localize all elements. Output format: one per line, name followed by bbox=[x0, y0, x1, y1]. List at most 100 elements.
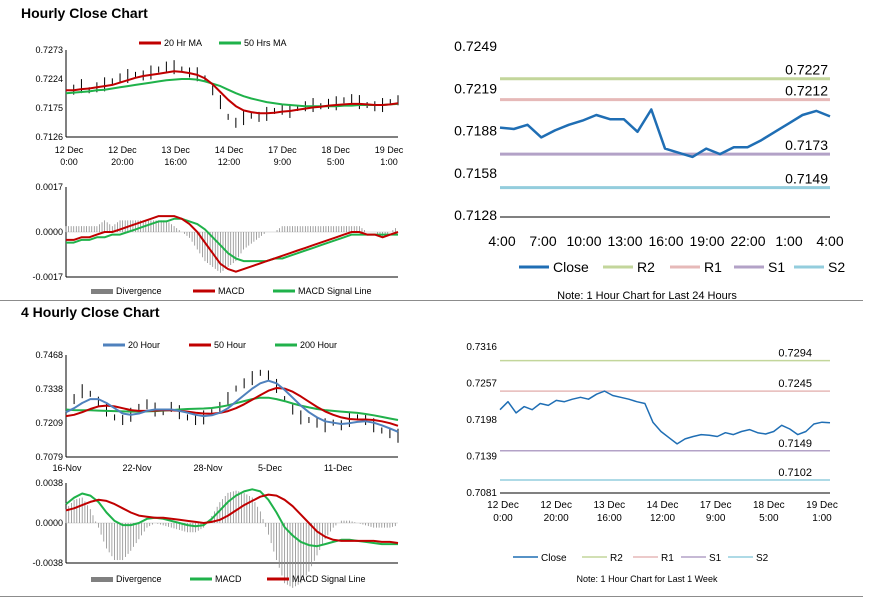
hourly-legend-divergence-label: Divergence bbox=[116, 286, 162, 296]
hourly-macd-line bbox=[66, 215, 399, 273]
four-price-xtick: 22-Nov bbox=[122, 463, 152, 473]
four-macd-ytick: -0.0038 bbox=[32, 558, 63, 568]
four-price-ytick: 0.7338 bbox=[35, 384, 63, 394]
four-legend-divergence-swatch bbox=[91, 577, 113, 582]
four-price-ytick: 0.7468 bbox=[35, 350, 63, 360]
hourly-price-xtick-time: 0:00 bbox=[60, 157, 78, 167]
hourly24-legend-label: R1 bbox=[704, 259, 722, 275]
week-legend-label: R1 bbox=[661, 553, 674, 564]
four-macd-ytick: 0.0000 bbox=[35, 518, 63, 528]
hourly24-xtick: 22:00 bbox=[730, 233, 765, 249]
week-xtick-date: 13 Dec bbox=[593, 500, 625, 511]
hourly24-price-ytick: 0.7128 bbox=[454, 207, 497, 223]
week-level-label: 0.7102 bbox=[778, 467, 812, 479]
hourly24-xtick: 4:00 bbox=[488, 233, 515, 249]
week-xtick-time: 1:00 bbox=[812, 513, 832, 524]
hourly-signal-line bbox=[66, 217, 398, 263]
four-macd-line bbox=[65, 488, 398, 548]
week-legend-label: S1 bbox=[709, 553, 722, 564]
hourly24-price-ytick: 0.7219 bbox=[454, 80, 497, 96]
hourly-price-xtick-date: 17 Dec bbox=[268, 145, 297, 155]
hourly-price-xtick-time: 20:00 bbox=[111, 157, 134, 167]
hourly24-xtick: 4:00 bbox=[816, 233, 843, 249]
four-legend-50h-label: 50 Hour bbox=[214, 340, 246, 350]
week-xtick-time: 0:00 bbox=[493, 513, 513, 524]
hourly-price-xtick-time: 5:00 bbox=[327, 157, 345, 167]
hourly24-price-ytick: 0.7188 bbox=[454, 123, 497, 139]
week-xtick-time: 16:00 bbox=[597, 513, 622, 524]
hourly24-level-label: 0.7227 bbox=[785, 62, 828, 78]
hourly-price-xtick-time: 16:00 bbox=[164, 157, 187, 167]
week-xtick-time: 12:00 bbox=[650, 513, 675, 524]
hourly-price-xtick-time: 1:00 bbox=[380, 157, 398, 167]
hourly-price-xtick-date: 19 Dec bbox=[375, 145, 404, 155]
hourly-ma20-line bbox=[66, 70, 399, 115]
hourly-price-xtick-time: 12:00 bbox=[218, 157, 241, 167]
week-price-ytick: 0.7139 bbox=[466, 452, 497, 463]
week-xtick-time: 9:00 bbox=[706, 513, 726, 524]
hourly-macd-ytick: 0.0000 bbox=[35, 227, 63, 237]
week-xtick-time: 20:00 bbox=[544, 513, 569, 524]
four-price-xtick: 5-Dec bbox=[258, 463, 283, 473]
hourly24-xtick: 1:00 bbox=[775, 233, 802, 249]
section-divider bbox=[0, 300, 863, 301]
hourly24-xtick: 13:00 bbox=[607, 233, 642, 249]
hourly24-level-label: 0.7173 bbox=[785, 137, 828, 153]
hourly-legend-macd-label: MACD bbox=[218, 286, 245, 296]
hourly24-legend-label: Close bbox=[553, 259, 589, 275]
week-close-line bbox=[499, 390, 831, 445]
hourly-macd-ytick: 0.0017 bbox=[35, 182, 63, 192]
hourly-price-ytick: 0.7175 bbox=[35, 103, 63, 113]
hourly-legend-signal-label: MACD Signal Line bbox=[298, 286, 372, 296]
four-hourly-section-title: 4 Hourly Close Chart bbox=[21, 304, 160, 320]
four-price-xtick: 28-Nov bbox=[193, 463, 223, 473]
week-level-label: 0.7294 bbox=[778, 348, 812, 360]
four-signal-line bbox=[65, 493, 399, 544]
hourly-price-xtick-date: 13 Dec bbox=[161, 145, 190, 155]
hourly24-xtick: 19:00 bbox=[689, 233, 724, 249]
four-macd-ytick: 0.0038 bbox=[35, 478, 63, 488]
hourly24-xtick: 7:00 bbox=[529, 233, 556, 249]
bottom-rule bbox=[0, 596, 863, 597]
four-ma20-line bbox=[65, 379, 399, 433]
week-legend-label: S2 bbox=[756, 553, 769, 564]
week-price-ytick: 0.7316 bbox=[466, 342, 497, 353]
hourly-price-xtick-date: 18 Dec bbox=[321, 145, 350, 155]
four-price-xtick: 11-Dec bbox=[324, 463, 353, 473]
hourly24-xtick: 10:00 bbox=[566, 233, 601, 249]
week-xtick-date: 19 Dec bbox=[806, 500, 838, 511]
hourly-ma50-line bbox=[65, 78, 399, 108]
four-ma50-line bbox=[65, 387, 399, 427]
hourly24-legend-label: S1 bbox=[768, 259, 785, 275]
hourly-price-xtick-date: 14 Dec bbox=[215, 145, 244, 155]
week-price-ytick: 0.7081 bbox=[466, 488, 497, 499]
week-level-label: 0.7245 bbox=[778, 378, 812, 390]
hourly-price-xtick-date: 12 Dec bbox=[108, 145, 137, 155]
hourly-price-xtick-date: 12 Dec bbox=[55, 145, 84, 155]
hourly24-xtick: 16:00 bbox=[648, 233, 683, 249]
hourly-legend-divergence-swatch bbox=[91, 289, 113, 294]
four-legend-divergence-label: Divergence bbox=[116, 574, 162, 584]
week-xtick-time: 5:00 bbox=[759, 513, 779, 524]
four-legend-200h-label: 200 Hour bbox=[300, 340, 337, 350]
hourly24-legend-label: R2 bbox=[637, 259, 655, 275]
hourly-price-ytick: 0.7273 bbox=[35, 45, 63, 55]
week-legend-label: Close bbox=[541, 553, 567, 564]
week-legend-label: R2 bbox=[610, 553, 623, 564]
week-price-ytick: 0.7257 bbox=[466, 379, 497, 390]
week-note: Note: 1 Hour Chart for Last 1 Week bbox=[577, 574, 718, 584]
hourly24-note: Note: 1 Hour Chart for Last 24 Hours bbox=[557, 290, 737, 302]
hourly-legend-50hr-label: 50 Hrs MA bbox=[244, 38, 287, 48]
week-xtick-date: 18 Dec bbox=[753, 500, 785, 511]
week-price-ytick: 0.7198 bbox=[466, 415, 497, 426]
week-xtick-date: 14 Dec bbox=[647, 500, 679, 511]
hourly24-legend-label: S2 bbox=[828, 259, 845, 275]
hourly24-price-ytick: 0.7249 bbox=[454, 38, 497, 54]
four-legend-20h-label: 20 Hour bbox=[128, 340, 160, 350]
hourly-price-ytick: 0.7126 bbox=[35, 132, 63, 142]
hourly24-level-label: 0.7149 bbox=[785, 171, 828, 187]
hourly-legend-20hr-label: 20 Hr MA bbox=[164, 38, 202, 48]
four-price-ytick: 0.7079 bbox=[35, 452, 63, 462]
hourly-macd-ytick: -0.0017 bbox=[32, 272, 63, 282]
hourly24-level-label: 0.7212 bbox=[785, 83, 828, 99]
